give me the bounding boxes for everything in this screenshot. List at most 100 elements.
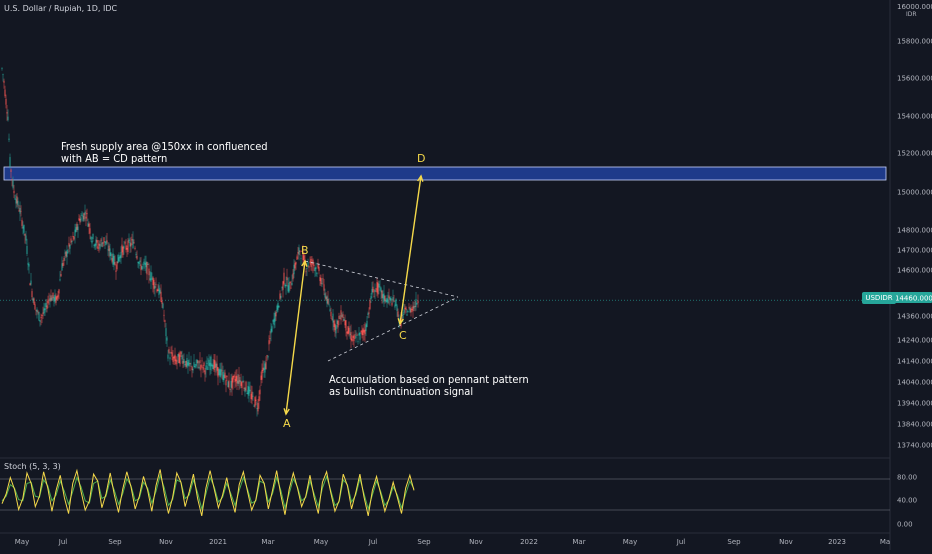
candle-body (14, 198, 16, 200)
candle-body (294, 263, 296, 269)
price-tick-label: 14140.0000 (897, 358, 932, 366)
candle-body (208, 359, 210, 366)
candle-body (191, 366, 193, 371)
candle-body (273, 318, 275, 326)
candle-body (18, 210, 20, 212)
candle-body (85, 216, 87, 219)
candle-body (42, 312, 44, 315)
annotation-supply: Fresh supply area @150xx in confluenced … (61, 140, 268, 165)
price-tick-label: 14700.0000 (897, 247, 932, 255)
candle-body (147, 264, 149, 265)
candle-body (109, 248, 111, 256)
candle-body (333, 320, 335, 328)
candle-body (251, 391, 253, 400)
candle-body (36, 309, 38, 313)
candle-body (367, 313, 369, 315)
candle-body (272, 320, 274, 322)
candle-body (397, 311, 399, 317)
time-tick-label: 2022 (520, 538, 538, 546)
candle-body (237, 380, 239, 384)
pennant-upper-line (304, 260, 459, 298)
time-tick-label: Sep (417, 538, 431, 546)
candle-body (144, 262, 146, 266)
candle-body (76, 223, 78, 230)
time-tick-label: Mar (261, 538, 274, 546)
candle-body (58, 289, 60, 294)
candle-body (44, 308, 46, 311)
candle-body (224, 372, 226, 378)
candle-body (74, 229, 76, 237)
candle-body (340, 310, 342, 321)
candle-body (253, 405, 255, 407)
candle-body (416, 303, 418, 305)
time-tick-label: May (623, 538, 637, 546)
candle-body (2, 74, 4, 76)
candle-body (166, 337, 168, 341)
stoch-title: Stoch (5, 3, 3) (4, 462, 61, 471)
price-tick-label: 13740.0000 (897, 442, 932, 450)
candle-body (168, 349, 170, 353)
candle-body (276, 305, 278, 312)
candle-body (350, 332, 352, 341)
candle-body (375, 288, 377, 290)
candle-body (243, 387, 245, 389)
candle-body (150, 272, 152, 282)
candle-body (48, 299, 50, 301)
candle-body (4, 89, 6, 97)
candle-body (236, 375, 238, 384)
ab-arrow (285, 260, 306, 415)
candle-body (112, 253, 114, 265)
candle-body (133, 242, 135, 244)
candle-body (59, 279, 61, 281)
candle-body (235, 376, 237, 382)
candle-body (278, 305, 280, 308)
candle-body (21, 219, 23, 226)
candle-body (121, 244, 123, 253)
candle-body (131, 239, 133, 241)
candle-body (98, 243, 100, 246)
candle-body (1, 68, 3, 69)
candle-body (319, 277, 321, 282)
candle-body (130, 243, 132, 247)
candle-body (307, 261, 309, 266)
candle-body (392, 297, 394, 301)
price-tick-label: 16000.0000 (897, 3, 932, 11)
candle-body (279, 293, 281, 299)
candle-body (47, 300, 49, 304)
candle-body (336, 320, 338, 325)
candle-body (135, 253, 137, 255)
candle-body (70, 238, 72, 243)
candle-body (37, 311, 39, 313)
candle-body (189, 363, 191, 365)
candle-body (202, 366, 204, 370)
candle-body (61, 263, 63, 271)
candle-body (94, 244, 96, 247)
candle-body (335, 325, 337, 334)
ab-arrow-head (283, 408, 290, 416)
candle-body (326, 296, 328, 304)
candle-body (35, 309, 37, 311)
candle-body (187, 362, 189, 366)
candle-body (297, 251, 299, 254)
chart-title: U.S. Dollar / Rupiah, 1D, IDC (4, 4, 118, 13)
candle-body (41, 314, 43, 316)
candle-body (110, 252, 112, 257)
candle-body (152, 277, 154, 286)
candle-body (221, 370, 223, 372)
candle-body (86, 213, 88, 215)
candle-body (53, 297, 55, 302)
candle-body (293, 264, 295, 275)
candle-body (140, 264, 142, 271)
candle-body (258, 396, 260, 402)
candle-body (23, 224, 25, 233)
candle-body (184, 364, 186, 365)
candle-body (162, 303, 164, 309)
candle-body (192, 368, 194, 371)
candle-body (233, 375, 235, 378)
candle-body (324, 293, 326, 298)
candle-body (123, 245, 125, 249)
candle-body (412, 305, 414, 312)
candle-body (134, 247, 136, 249)
